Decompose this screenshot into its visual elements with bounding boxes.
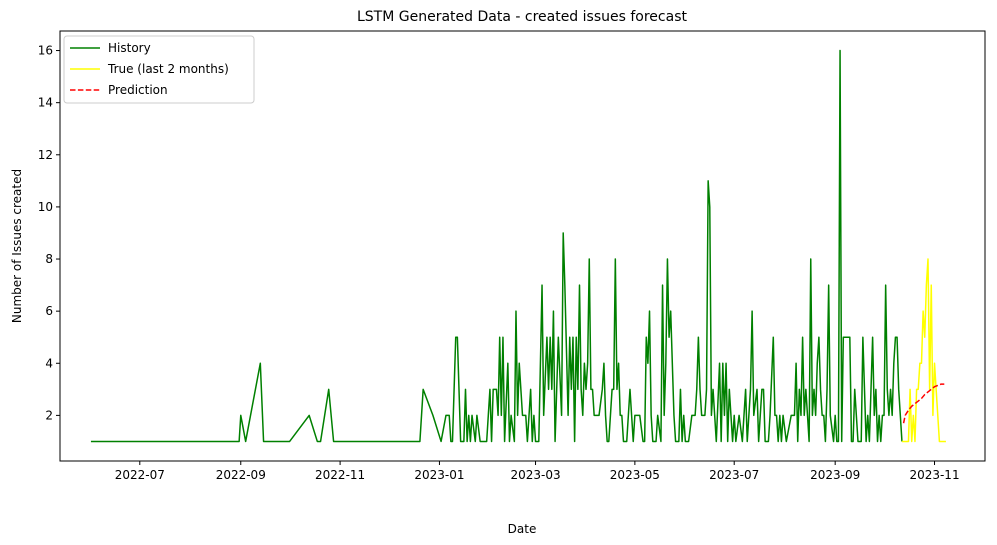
x-axis-label: Date	[508, 522, 537, 536]
x-tick-label: 2023-09	[810, 468, 860, 482]
x-tick-label: 2022-07	[115, 468, 165, 482]
y-tick-label: 16	[38, 44, 53, 58]
legend-label-0: History	[108, 41, 151, 55]
x-tick-label: 2023-03	[510, 468, 560, 482]
legend-box	[63, 35, 255, 104]
y-tick-label: 12	[38, 148, 53, 162]
x-tick-label: 2023-07	[709, 468, 759, 482]
x-tick-label: 2022-09	[216, 468, 266, 482]
legend-label-2: Prediction	[108, 83, 168, 97]
y-axis-label: Number of Issues created	[10, 169, 24, 323]
y-tick-label: 10	[38, 200, 53, 214]
legend: History True (last 2 months) Prediction	[63, 35, 255, 104]
chart-title: LSTM Generated Data - created issues for…	[357, 9, 687, 25]
y-tick-label: 6	[45, 304, 53, 318]
x-tick-label: 2023-05	[610, 468, 660, 482]
legend-label-1: True (last 2 months)	[107, 62, 229, 76]
y-tick-label: 8	[45, 252, 53, 266]
y-tick-label: 14	[38, 96, 53, 110]
y-axis: 2 4 6 8 10 12 14 16	[38, 44, 60, 422]
x-axis: 2022-07 2022-09 2022-11 2023-01 2023-03 2023-…	[115, 461, 960, 482]
series-line-1	[901, 258, 946, 443]
y-tick-label: 2	[45, 408, 53, 422]
y-tick-label: 4	[45, 356, 53, 370]
x-tick-label: 2023-01	[414, 468, 464, 482]
plot-frame	[59, 30, 986, 462]
series-line-2	[902, 383, 945, 424]
series-layer	[90, 49, 946, 443]
series-line-0	[90, 49, 903, 443]
x-tick-label: 2022-11	[315, 468, 365, 482]
x-tick-label: 2023-11	[909, 468, 959, 482]
